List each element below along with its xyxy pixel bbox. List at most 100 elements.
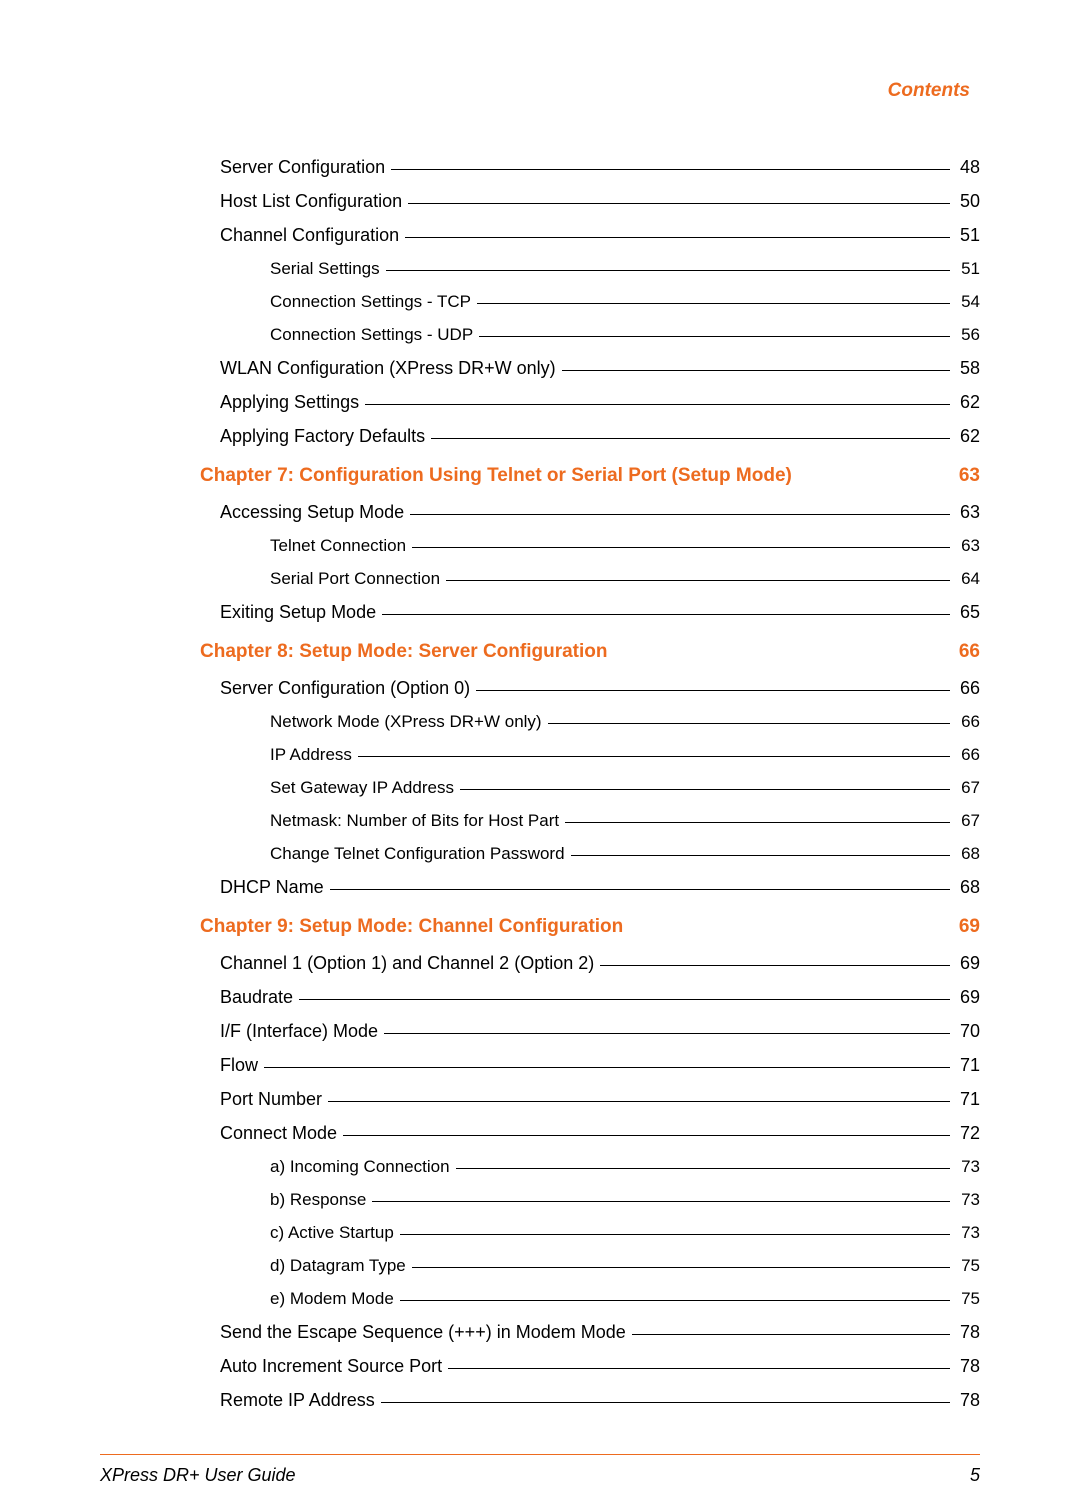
toc-chapter-heading[interactable]: Chapter 8: Setup Mode: Server Configurat… (200, 641, 980, 663)
toc-entry-label: Change Telnet Configuration Password (270, 844, 569, 864)
table-of-contents: Server Configuration48 Host List Configur… (100, 157, 980, 1424)
toc-leader-line (372, 1201, 950, 1202)
toc-entry-label: Channel Configuration (220, 225, 403, 246)
toc-leader-line (412, 1267, 950, 1268)
toc-leader-line (600, 965, 950, 966)
toc-leader-line (391, 169, 950, 170)
toc-entry-page: 66 (952, 641, 980, 663)
toc-entry-page: 71 (952, 1055, 980, 1076)
toc-entry[interactable]: Netmask: Number of Bits for Host Part67 (270, 811, 980, 831)
toc-leader-line (448, 1368, 950, 1369)
toc-leader-line (264, 1067, 950, 1068)
toc-entry[interactable]: I/F (Interface) Mode70 (220, 1021, 980, 1042)
toc-entry-label: Accessing Setup Mode (220, 502, 408, 523)
toc-entry-label: Telnet Connection (270, 536, 410, 556)
toc-entry-label: WLAN Configuration (XPress DR+W only) (220, 358, 560, 379)
toc-entry-page: 66 (952, 712, 980, 732)
toc-chapter-heading[interactable]: Chapter 9: Setup Mode: Channel Configura… (200, 916, 980, 938)
toc-entry[interactable]: Serial Port Connection64 (270, 569, 980, 589)
toc-entry[interactable]: Serial Settings51 (270, 259, 980, 279)
toc-entry-page: 51 (952, 259, 980, 279)
toc-entry-page: 65 (952, 602, 980, 623)
toc-leader-line (431, 438, 950, 439)
toc-entry-page: 62 (952, 426, 980, 447)
toc-entry-label: Applying Settings (220, 392, 363, 413)
toc-entry[interactable]: Connect Mode72 (220, 1123, 980, 1144)
toc-entry[interactable]: Remote IP Address78 (220, 1390, 980, 1411)
toc-entry[interactable]: a) Incoming Connection 73 (270, 1157, 980, 1177)
toc-entry-page: 51 (952, 225, 980, 246)
toc-entry[interactable]: Server Configuration48 (220, 157, 980, 178)
toc-leader-line (382, 614, 950, 615)
toc-leader-line (476, 690, 950, 691)
toc-leader-line (562, 370, 950, 371)
toc-entry[interactable]: c) Active Startup 73 (270, 1223, 980, 1243)
toc-entry-label: Channel 1 (Option 1) and Channel 2 (Opti… (220, 953, 598, 974)
toc-leader-line (365, 404, 950, 405)
toc-entry[interactable]: Port Number71 (220, 1089, 980, 1110)
toc-entry[interactable]: Applying Settings 62 (220, 392, 980, 413)
footer-page-number: 5 (970, 1465, 980, 1486)
toc-entry[interactable]: Baudrate69 (220, 987, 980, 1008)
toc-entry-page: 69 (952, 987, 980, 1008)
toc-entry[interactable]: Change Telnet Configuration Password 68 (270, 844, 980, 864)
page: Contents Server Configuration48Host List… (0, 0, 1080, 1397)
toc-entry[interactable]: Telnet Connection 63 (270, 536, 980, 556)
toc-entry-page: 71 (952, 1089, 980, 1110)
toc-entry[interactable]: Connection Settings - TCP54 (270, 292, 980, 312)
toc-entry-page: 67 (952, 778, 980, 798)
toc-leader-line (548, 723, 950, 724)
toc-entry-label: c) Active Startup (270, 1223, 398, 1243)
toc-entry[interactable]: Send the Escape Sequence (+++) in Modem … (220, 1322, 980, 1343)
toc-entry-page: 78 (952, 1390, 980, 1411)
toc-entry-page: 56 (952, 325, 980, 345)
toc-chapter-heading[interactable]: Chapter 7: Configuration Using Telnet or… (200, 465, 980, 487)
toc-entry[interactable]: Network Mode (XPress DR+W only)66 (270, 712, 980, 732)
toc-entry[interactable]: Accessing Setup Mode 63 (220, 502, 980, 523)
toc-leader-line (328, 1101, 950, 1102)
toc-entry-label: Auto Increment Source Port (220, 1356, 446, 1377)
toc-entry[interactable]: Auto Increment Source Port78 (220, 1356, 980, 1377)
toc-entry-page: 58 (952, 358, 980, 379)
toc-leader-line (384, 1033, 950, 1034)
toc-entry[interactable]: d) Datagram Type75 (270, 1256, 980, 1276)
toc-entry[interactable]: Host List Configuration50 (220, 191, 980, 212)
toc-entry-label: IP Address (270, 745, 356, 765)
toc-entry-page: 54 (952, 292, 980, 312)
toc-entry-page: 63 (952, 536, 980, 556)
toc-entry[interactable]: Server Configuration (Option 0)66 (220, 678, 980, 699)
toc-entry-label: Exiting Setup Mode (220, 602, 380, 623)
toc-entry[interactable]: Set Gateway IP Address 67 (270, 778, 980, 798)
toc-entry-page: 73 (952, 1157, 980, 1177)
toc-entry-label: Chapter 7: Configuration Using Telnet or… (200, 465, 796, 487)
toc-entry[interactable]: Connection Settings - UDP56 (270, 325, 980, 345)
toc-entry[interactable]: DHCP Name68 (220, 877, 980, 898)
toc-entry[interactable]: IP Address66 (270, 745, 980, 765)
toc-entry-label: a) Incoming Connection (270, 1157, 454, 1177)
toc-entry-page: 64 (952, 569, 980, 589)
toc-leader-line (400, 1234, 950, 1235)
toc-entry-page: 68 (952, 844, 980, 864)
toc-entry[interactable]: Channel Configuration 51 (220, 225, 980, 246)
toc-entry[interactable]: Applying Factory Defaults62 (220, 426, 980, 447)
toc-entry-label: Connect Mode (220, 1123, 341, 1144)
toc-entry-page: 62 (952, 392, 980, 413)
toc-leader-line (410, 514, 950, 515)
toc-entry-page: 73 (952, 1223, 980, 1243)
toc-entry-page: 63 (952, 502, 980, 523)
toc-entry[interactable]: Flow71 (220, 1055, 980, 1076)
toc-entry-label: I/F (Interface) Mode (220, 1021, 382, 1042)
toc-entry-page: 68 (952, 877, 980, 898)
toc-leader-line (479, 336, 950, 337)
toc-entry-page: 78 (952, 1322, 980, 1343)
toc-entry[interactable]: WLAN Configuration (XPress DR+W only) 58 (220, 358, 980, 379)
toc-entry[interactable]: Exiting Setup Mode 65 (220, 602, 980, 623)
toc-leader-line (565, 822, 950, 823)
toc-entry-label: Send the Escape Sequence (+++) in Modem … (220, 1322, 630, 1343)
toc-entry-label: Set Gateway IP Address (270, 778, 458, 798)
toc-entry[interactable]: Channel 1 (Option 1) and Channel 2 (Opti… (220, 953, 980, 974)
toc-entry-page: 63 (952, 465, 980, 487)
toc-leader-line (456, 1168, 950, 1169)
toc-entry[interactable]: e) Modem Mode75 (270, 1289, 980, 1309)
toc-entry[interactable]: b) Response73 (270, 1190, 980, 1210)
